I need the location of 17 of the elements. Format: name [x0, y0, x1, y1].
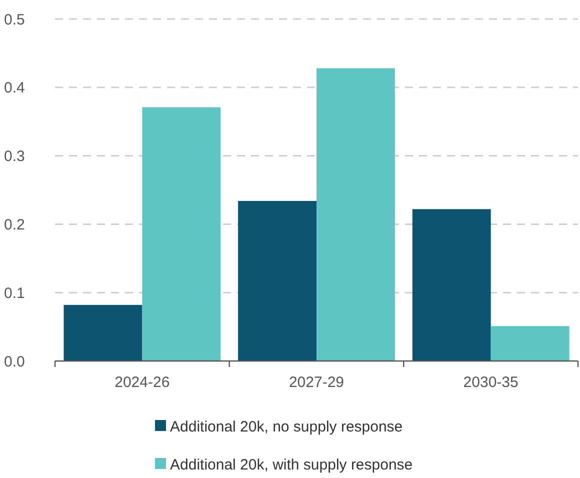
y-tick-label: 0.0 [4, 353, 25, 370]
y-tick-label: 0.1 [4, 284, 25, 302]
y-tick-label: 0.2 [4, 216, 25, 234]
legend-label: Additional 20k, no supply response [170, 418, 403, 436]
y-tick-label: 0.4 [4, 80, 25, 97]
bar [412, 209, 491, 361]
bar [316, 68, 395, 361]
y-tick-label: 0.5 [4, 11, 25, 28]
x-tick-label: 2027-29 [288, 374, 344, 391]
bar [238, 200, 316, 361]
x-tick-label: 2030-35 [463, 374, 518, 391]
bar [142, 107, 221, 361]
y-tick-label: 0.3 [4, 148, 25, 166]
x-tick-label: 2024-26 [114, 374, 170, 391]
legend-label: Additional 20k, with supply response [170, 456, 413, 474]
bar [64, 304, 142, 361]
bar [490, 326, 570, 361]
